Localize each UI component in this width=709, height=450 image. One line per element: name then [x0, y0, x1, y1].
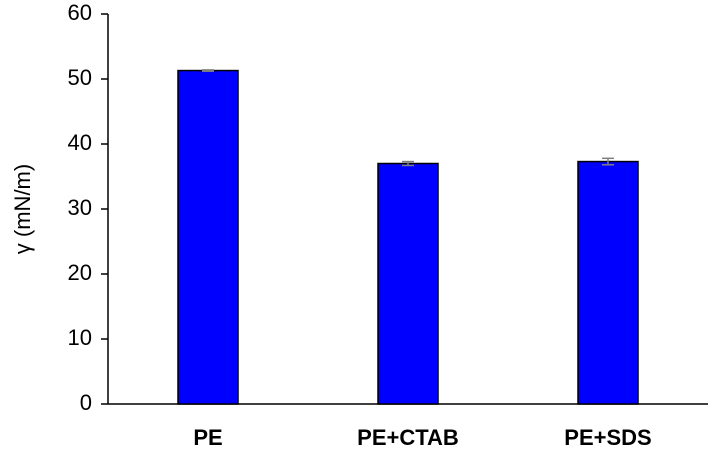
y-tick-label: 20: [68, 260, 92, 285]
error-bar: [402, 160, 414, 167]
error-bar: [602, 157, 614, 166]
x-tick-label: PE: [193, 425, 222, 450]
bar: [577, 160, 639, 405]
y-tick-label: 50: [68, 65, 92, 90]
error-bar: [202, 69, 214, 72]
y-tick-label: 30: [68, 195, 92, 220]
bar: [177, 69, 239, 405]
y-tick-label: 10: [68, 325, 92, 350]
y-axis-label: γ (mN/m): [10, 164, 35, 254]
x-tick-label: PE+SDS: [564, 425, 651, 450]
y-tick-label: 60: [68, 0, 92, 25]
x-tick-label: PE+CTAB: [357, 425, 459, 450]
y-tick-label: 40: [68, 130, 92, 155]
bar: [377, 162, 439, 405]
y-tick-label: 0: [80, 390, 92, 415]
